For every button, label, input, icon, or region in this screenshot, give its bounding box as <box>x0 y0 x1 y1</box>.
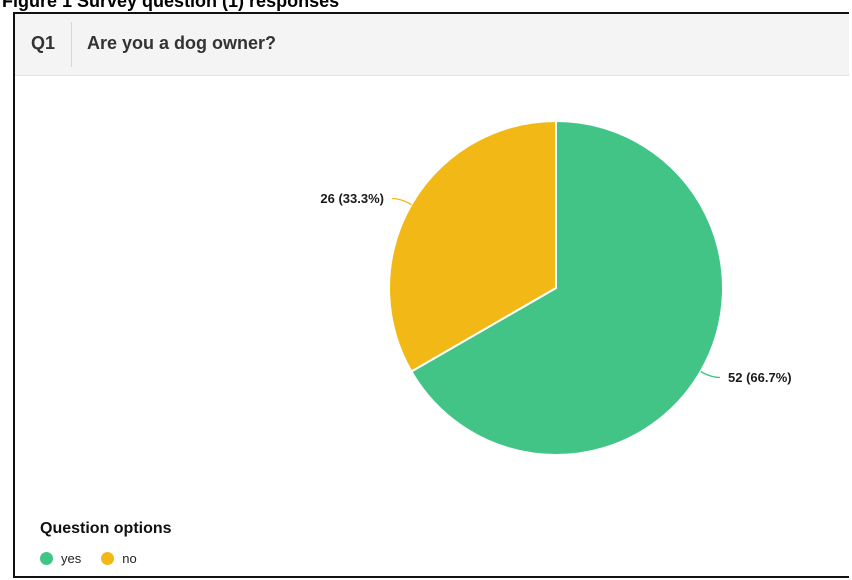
header-divider <box>71 22 72 67</box>
question-number: Q1 <box>31 33 56 53</box>
data-label-no: 26 (33.3%) <box>320 191 384 206</box>
question-title: Are you a dog owner? <box>87 33 277 53</box>
figure-caption: Figure 1 Survey question (1) responses <box>2 0 340 11</box>
figure-caption-strip: Figure 1 Survey question (1) responses <box>0 0 852 12</box>
legend-label-no: no <box>122 551 137 566</box>
legend-title: Question options <box>40 520 172 537</box>
legend-swatch-yes <box>40 552 53 565</box>
legend-label-yes: yes <box>61 551 82 566</box>
legend-item-no[interactable]: no <box>101 551 137 566</box>
question-header: Q1 Are you a dog owner? <box>15 14 849 76</box>
pie-slice-no[interactable] <box>388 120 557 373</box>
leader-line-no <box>391 197 412 206</box>
legend: yes no <box>40 551 157 566</box>
question-panel: Q1 Are you a dog owner? 52 (66.7%) 26 (33… <box>13 12 849 578</box>
pie-slice-yes[interactable] <box>410 120 724 456</box>
legend-swatch-no <box>101 552 115 565</box>
legend-item-yes[interactable]: yes <box>40 551 81 566</box>
data-label-yes: 52 (66.7%) <box>728 370 792 385</box>
pie-chart: 52 (66.7%) 26 (33.3%) <box>320 120 792 456</box>
leader-line-yes <box>700 370 721 379</box>
